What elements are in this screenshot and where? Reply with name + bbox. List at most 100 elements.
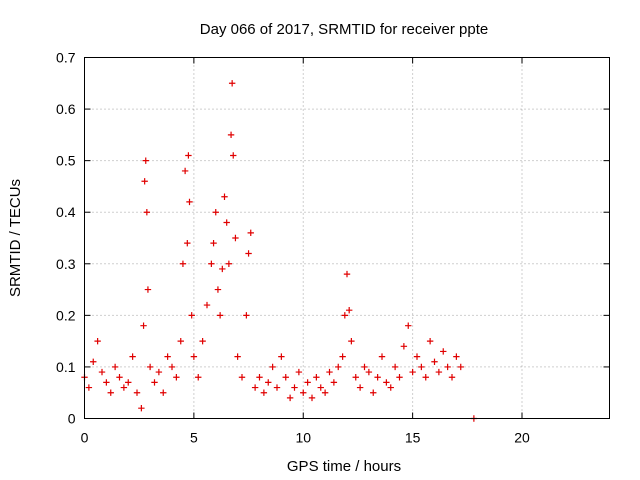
data-point [232,234,239,242]
data-point [234,353,241,360]
x-tick-label: 20 [514,430,530,446]
data-point [190,353,198,360]
data-point [374,374,381,381]
y-axis-title: SRMTID / TECUs [7,179,24,297]
data-point [133,389,141,396]
data-point [144,286,152,293]
x-tick-label: 0 [81,430,89,446]
y-tick-label: 0.1 [56,359,76,375]
data-point [103,379,110,386]
data-point [140,322,147,329]
data-point [341,312,349,319]
data-point [413,353,421,360]
points-layer [81,80,478,422]
data-point [85,384,93,391]
plot-frame [84,57,610,419]
data-point [422,374,429,381]
data-point [317,384,324,391]
data-point [141,178,148,185]
data-point [409,368,416,376]
grid-layer [84,57,610,419]
y-tick-label: 0.3 [56,256,76,272]
data-point [188,312,195,319]
x-tick-label: 15 [405,430,421,446]
data-point [116,374,123,381]
data-point [383,379,390,386]
data-point [214,286,222,293]
data-point [300,389,307,396]
data-point [339,353,346,360]
data-point [265,379,272,386]
y-tick-label: 0.4 [56,204,76,220]
data-point [221,193,228,200]
data-point [216,312,224,319]
data-point [168,363,176,371]
data-point [378,353,386,360]
y-tick-label: 0.5 [56,153,76,169]
y-tick-label: 0.7 [56,50,76,66]
data-point [223,219,230,226]
x-tick-label: 10 [295,430,311,446]
data-point [365,368,373,376]
data-point [400,343,408,350]
data-point [125,379,132,386]
data-point [98,368,106,376]
data-point [181,167,189,175]
data-point [210,239,217,247]
data-point [435,368,443,376]
data-point [345,307,353,314]
data-point [321,389,329,396]
data-point [396,374,403,381]
data-point [260,389,268,396]
data-point [326,368,333,376]
ticks-layer: 0 0.1 0.2 0.3 0.4 0.5 0.6 0.7 0 5 10 15 20 [56,50,610,446]
data-point [405,322,412,329]
y-tick-label: 0.2 [56,307,76,323]
data-point [313,374,320,381]
data-point [185,152,192,159]
data-point [238,374,246,381]
data-point [286,394,294,402]
data-point [418,363,425,371]
data-point [348,337,355,345]
data-point [129,353,136,360]
data-point [269,363,276,371]
data-point [356,384,364,391]
data-point [426,337,434,345]
y-tick-label: 0.6 [56,101,76,117]
x-axis-title: GPS time / hours [287,458,401,475]
data-point [273,384,281,391]
data-point [245,250,252,257]
data-point [295,368,303,376]
data-point [251,384,259,391]
data-point [199,337,206,345]
data-point [203,301,211,309]
data-point [195,374,202,381]
data-point [90,358,97,365]
data-point [151,379,158,386]
data-point [155,368,163,376]
data-point [352,374,359,381]
data-point [256,374,263,381]
data-point [225,260,233,267]
data-point [247,229,254,237]
data-point [440,348,447,355]
data-point [387,384,394,391]
data-point [111,363,119,371]
data-point [107,389,114,396]
data-point [343,270,351,278]
data-point [179,260,187,267]
data-point [143,209,151,216]
data-point [243,312,250,319]
data-point [208,260,215,267]
data-point [138,404,145,412]
data-point [230,152,237,159]
data-point [228,80,236,87]
data-point [282,374,289,381]
data-point [173,374,180,381]
data-point [361,363,368,371]
chart-title: Day 066 of 2017, SRMTID for receiver ppt… [200,21,488,38]
data-point [177,337,184,345]
data-point [291,384,298,391]
data-point [227,131,235,139]
